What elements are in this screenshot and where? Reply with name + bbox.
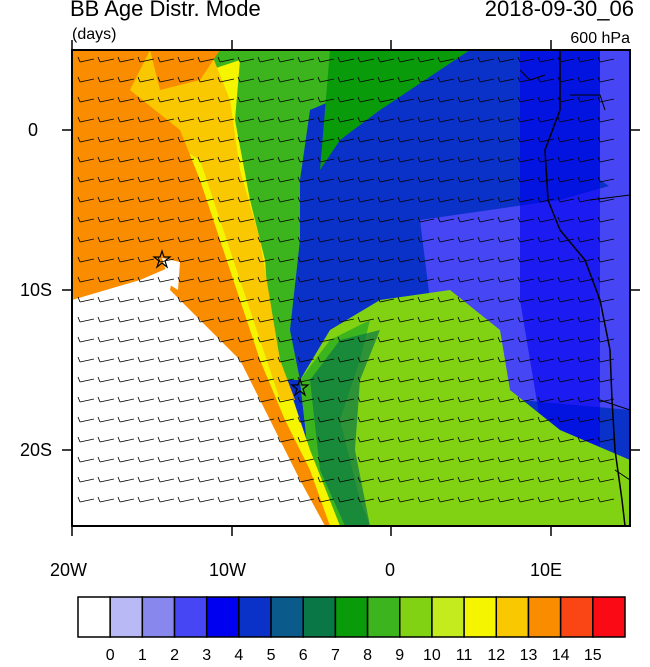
colorbar-swatch <box>141 596 176 638</box>
colorbar-tick-label: 9 <box>395 647 405 664</box>
colorbar-swatch <box>77 596 111 638</box>
colorbar-tick-label: 12 <box>487 647 506 664</box>
colorbar-swatch <box>399 596 433 638</box>
colorbar-swatch <box>302 596 337 638</box>
colorbar-tick-label: 8 <box>363 647 373 664</box>
wind-barbs <box>77 56 615 503</box>
star-marker <box>290 377 310 397</box>
colorbar-swatch <box>270 596 304 638</box>
age-field <box>72 50 630 526</box>
colorbar-swatch <box>334 596 369 638</box>
lat-label-20s: 20S <box>20 440 53 460</box>
colorbar-tick-label: 13 <box>519 647 538 664</box>
colorbar-swatch <box>366 596 401 638</box>
colorbar-swatch <box>431 596 465 638</box>
colorbar-tick-label: 7 <box>330 647 340 664</box>
country-borders <box>519 69 630 481</box>
colorbar-swatch <box>527 596 562 638</box>
colorbar-tick-label: 15 <box>583 647 602 664</box>
colorbar-tick-label: 14 <box>551 647 570 664</box>
pressure-level-label: 600 hPa <box>570 30 630 47</box>
colorbar-swatch <box>205 596 240 638</box>
colorbar-tick-label: 6 <box>298 647 308 664</box>
colorbar-tick-label: 3 <box>202 647 212 664</box>
lat-label-0: 0 <box>28 120 39 140</box>
lat-label-10s: 10S <box>20 280 53 300</box>
lon-label-10w: 10W <box>209 560 247 580</box>
axis-ticks <box>62 40 640 536</box>
coastline <box>544 50 626 526</box>
datetime-label: 2018-09-30_06 <box>484 0 634 21</box>
colorbar-tick-label: 11 <box>455 647 473 664</box>
colorbar-swatch <box>238 596 272 638</box>
colorbar-swatch <box>559 596 594 638</box>
colorbar-tick-label: 4 <box>234 647 244 664</box>
colorbar-swatch <box>173 596 208 638</box>
colorbar-tick-label: 1 <box>137 647 147 664</box>
map-title: BB Age Distr. Mode <box>70 0 261 21</box>
colorbar <box>77 596 626 638</box>
colorbar-swatch <box>495 596 530 638</box>
star-marker <box>152 249 172 269</box>
colorbar-tick-label: 10 <box>423 647 441 664</box>
colorbar-swatch <box>109 596 144 638</box>
colorbar-swatch <box>463 596 498 638</box>
colorbar-tick-label: 2 <box>170 647 179 664</box>
units-label: (days) <box>72 26 117 43</box>
colorbar-swatch <box>592 596 626 638</box>
lon-label-10e: 10E <box>530 560 563 580</box>
lon-label-20w: 20W <box>50 560 88 580</box>
map-frame <box>71 49 631 527</box>
lon-label-0: 0 <box>385 560 396 580</box>
colorbar-tick-label: 5 <box>266 647 276 664</box>
colorbar-tick-label: 0 <box>105 647 115 664</box>
